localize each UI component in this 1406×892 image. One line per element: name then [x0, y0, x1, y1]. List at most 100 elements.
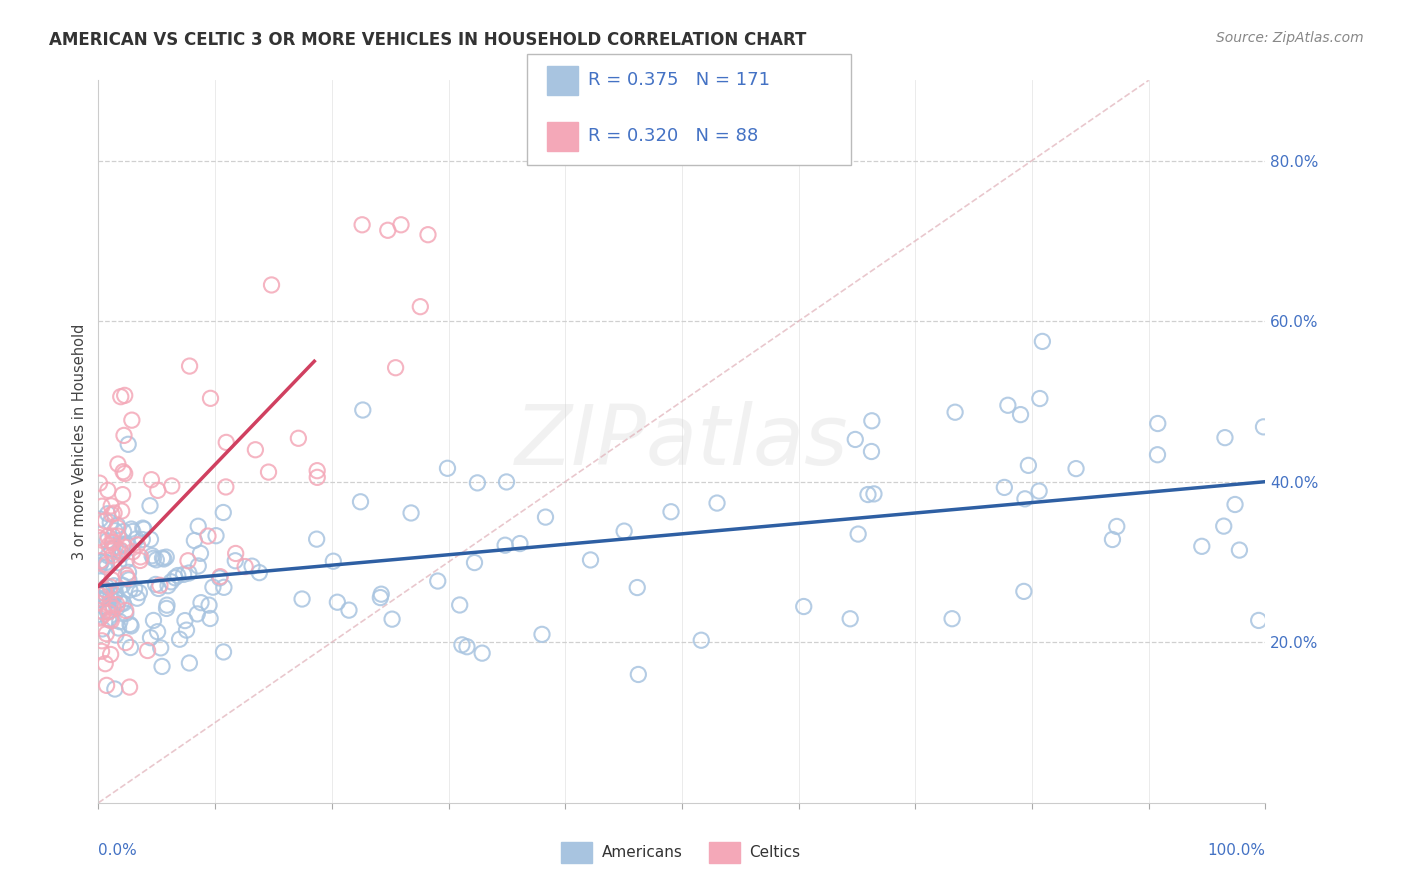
Point: [409, 300, 432, 314]
Point: [129, 553, 152, 567]
Point: [100, 508, 122, 522]
Point: [150, 659, 173, 673]
Point: [103, 601, 125, 615]
Point: [201, 580, 224, 594]
Point: [107, 545, 129, 559]
Point: [197, 529, 219, 543]
Point: [127, 591, 149, 606]
Point: [107, 621, 129, 635]
Point: [117, 437, 139, 451]
Point: [449, 598, 471, 612]
Text: 0.0%: 0.0%: [98, 843, 138, 857]
Point: [112, 537, 135, 551]
Point: [117, 566, 139, 580]
Point: [90, 533, 112, 547]
Point: [467, 475, 489, 490]
Point: [104, 541, 127, 555]
Point: [91, 500, 114, 514]
Point: [860, 444, 883, 458]
Point: [146, 624, 169, 639]
Point: [90, 555, 112, 569]
Point: [101, 549, 124, 563]
Text: ZIPatlas: ZIPatlas: [515, 401, 849, 482]
Point: [1014, 491, 1036, 506]
Point: [90, 592, 112, 607]
Point: [187, 519, 209, 533]
Point: [1253, 420, 1275, 434]
Point: [110, 544, 132, 558]
Point: [91, 622, 114, 636]
Point: [156, 598, 179, 612]
Point: [141, 549, 163, 563]
Point: [157, 579, 180, 593]
Point: [149, 578, 172, 592]
Point: [152, 551, 174, 566]
Point: [127, 538, 149, 552]
Point: [114, 635, 136, 649]
Point: [1229, 543, 1251, 558]
Point: [149, 640, 172, 655]
Point: [225, 546, 247, 560]
Point: [179, 359, 201, 373]
Point: [89, 592, 111, 607]
Point: [93, 605, 115, 619]
Point: [326, 595, 349, 609]
Point: [190, 596, 212, 610]
Point: [107, 521, 129, 535]
Point: [456, 640, 478, 654]
Point: [200, 392, 222, 406]
Point: [118, 617, 141, 632]
Point: [121, 413, 143, 427]
Point: [426, 574, 449, 588]
Point: [322, 554, 344, 568]
Point: [129, 549, 152, 564]
Point: [94, 586, 117, 600]
Point: [941, 612, 963, 626]
Point: [626, 581, 648, 595]
Point: [90, 592, 112, 607]
Point: [101, 529, 124, 543]
Point: [145, 553, 167, 567]
Point: [100, 541, 122, 556]
Point: [89, 512, 111, 526]
Point: [1031, 334, 1053, 349]
Point: [1028, 484, 1050, 499]
Point: [1146, 417, 1168, 431]
Point: [627, 667, 650, 681]
Point: [101, 535, 124, 549]
Point: [118, 573, 141, 587]
Point: [103, 588, 125, 602]
Point: [96, 678, 118, 692]
Point: [117, 571, 139, 585]
Point: [846, 527, 869, 541]
Point: [132, 522, 155, 536]
Point: [257, 465, 280, 479]
Point: [494, 538, 516, 552]
Point: [97, 483, 120, 498]
Point: [104, 585, 127, 599]
Point: [98, 597, 121, 611]
Point: [104, 681, 127, 696]
Point: [245, 442, 267, 457]
Point: [105, 598, 128, 612]
Point: [90, 589, 112, 603]
Point: [177, 554, 200, 568]
Point: [96, 605, 118, 619]
Point: [205, 529, 228, 543]
Point: [384, 360, 406, 375]
Text: R = 0.320   N = 88: R = 0.320 N = 88: [588, 128, 758, 145]
Point: [1064, 461, 1087, 475]
Point: [224, 554, 246, 568]
Point: [174, 614, 197, 628]
Point: [125, 532, 148, 546]
Point: [108, 615, 131, 629]
Point: [90, 554, 112, 568]
Point: [291, 592, 314, 607]
Point: [93, 582, 115, 597]
Point: [90, 633, 112, 648]
Point: [352, 218, 374, 232]
Point: [352, 403, 374, 417]
Point: [190, 546, 212, 560]
Point: [215, 480, 238, 494]
Point: [128, 585, 150, 599]
